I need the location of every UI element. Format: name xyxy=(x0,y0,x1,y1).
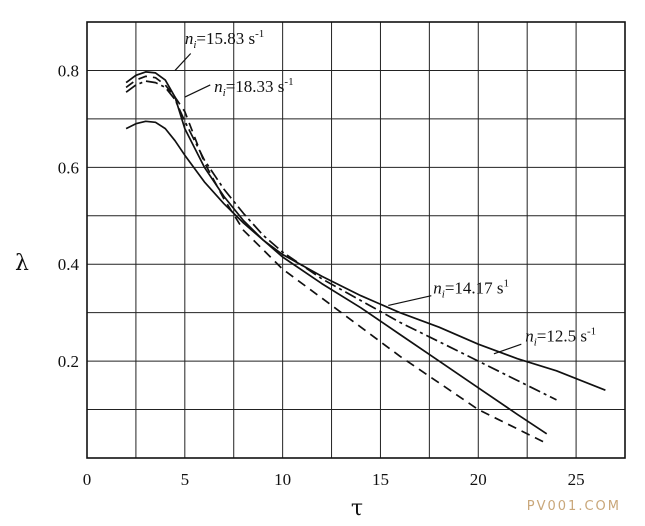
annotation-label-4: ni=12.5 s-1 xyxy=(525,326,596,349)
series-group xyxy=(125,71,606,445)
x-axis-label: τ xyxy=(351,496,363,521)
x-tick-label: 0 xyxy=(83,470,92,489)
plot-frame xyxy=(86,21,626,459)
series-line-4 xyxy=(125,75,548,445)
annotation-label-2: ni=18.33 s-1 xyxy=(214,76,293,99)
x-tick-label: 25 xyxy=(568,470,585,489)
y-tick-label: 0.4 xyxy=(58,255,80,274)
series-line-3 xyxy=(125,80,557,401)
x-tick-label: 5 xyxy=(181,470,190,489)
series-line-1 xyxy=(125,71,548,435)
grid xyxy=(87,22,625,458)
plot-border xyxy=(86,21,626,459)
y-tick-label: 0.6 xyxy=(58,158,79,177)
y-tick-label: 0.8 xyxy=(58,61,79,80)
watermark: PV001.COM xyxy=(526,499,621,514)
x-tick-label: 20 xyxy=(470,470,487,489)
series-line-2 xyxy=(125,120,606,391)
annotation-pointer xyxy=(388,295,432,306)
y-axis-label: λ xyxy=(15,251,29,276)
x-tick-label: 15 xyxy=(372,470,389,489)
annotations: ni=15.83 s-1 ni=18.33 s-1 ni=14.17 s1 ni=12… xyxy=(174,28,596,355)
annotation-pointer xyxy=(184,84,211,98)
x-tick-label: 10 xyxy=(274,470,291,489)
y-tick-label: 0.2 xyxy=(58,352,79,371)
annotation-label-1: ni=15.83 s-1 xyxy=(185,28,264,51)
tick-labels: 0 5 10 15 20 25 0.2 0.4 0.6 0.8 xyxy=(58,61,585,489)
annotation-pointer xyxy=(174,53,192,71)
annotation-pointer xyxy=(493,343,522,355)
annotation-label-3: ni=14.17 s1 xyxy=(433,277,509,300)
